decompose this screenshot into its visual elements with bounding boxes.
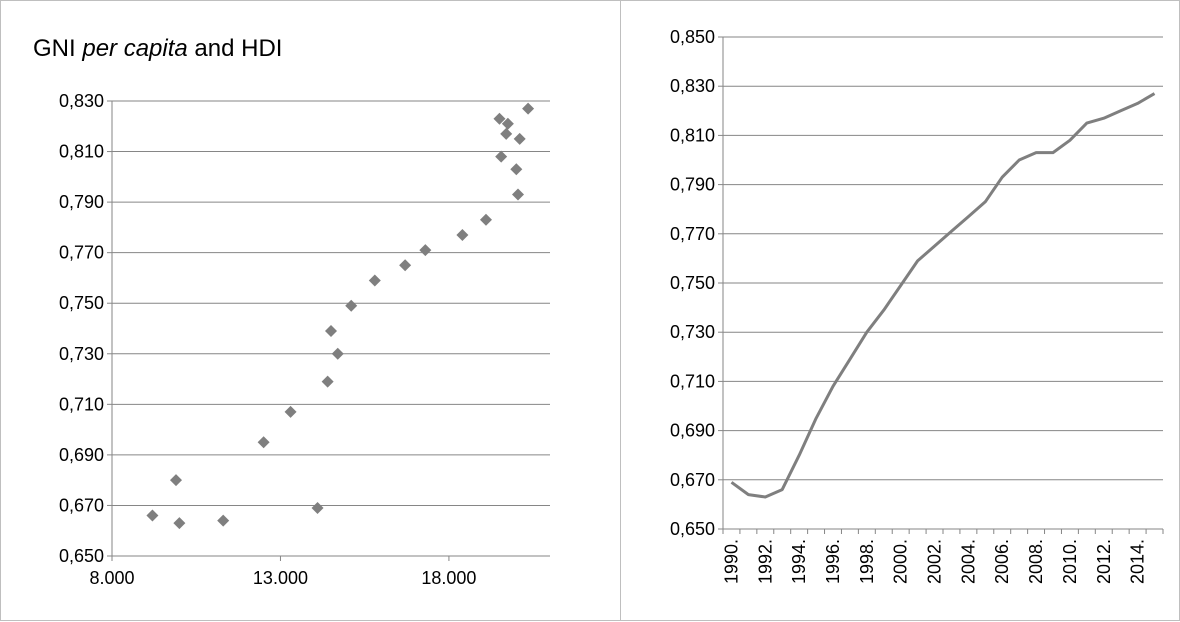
data-point xyxy=(500,127,513,140)
x-tick-label: 1998. xyxy=(857,539,877,584)
data-point xyxy=(510,163,523,176)
x-tick-label: 1994. xyxy=(789,539,809,584)
y-tick-label: 0,750 xyxy=(670,273,715,293)
data-point xyxy=(511,188,524,201)
x-tick-label: 2010. xyxy=(1060,539,1080,584)
x-tick-label: 1990. xyxy=(721,539,741,584)
line-plot-svg: 0,650 0,670 0,690 0,710 0,730 0,750 0,770 0,790… xyxy=(670,27,1164,584)
y-tick-label: 0,850 xyxy=(670,27,715,47)
x-tick-label: 2012. xyxy=(1094,539,1114,584)
x-tick-label: 13.000 xyxy=(253,568,308,588)
x-tick-label: 1996. xyxy=(823,539,843,584)
title-part: GNI xyxy=(33,35,83,62)
y-tick-label: 0,710 xyxy=(59,394,104,414)
x-tick-label: 2004. xyxy=(958,539,978,584)
x-tick-label: 2008. xyxy=(1026,539,1046,584)
data-point xyxy=(345,299,358,312)
data-point xyxy=(311,501,324,514)
hdi-line xyxy=(730,92,1156,499)
x-tick-label: 2014. xyxy=(1128,539,1148,584)
line-chart-panel: 0,650 0,670 0,690 0,710 0,730 0,750 0,770 0,790… xyxy=(620,0,1180,621)
x-tick-label: 18.000 xyxy=(421,568,476,588)
y-tick-label: 0,710 xyxy=(670,371,715,391)
x-tick-label: 2006. xyxy=(992,539,1012,584)
y-tick-label: 0,750 xyxy=(59,293,104,313)
y-tick-label: 0,730 xyxy=(670,322,715,342)
data-point xyxy=(173,517,186,530)
y-tick-label: 0,810 xyxy=(59,142,104,162)
data-point xyxy=(495,150,508,163)
y-tick-label: 0,730 xyxy=(59,344,104,364)
x-tick-label: 1992. xyxy=(755,539,775,584)
y-tick-label: 0,770 xyxy=(59,243,104,263)
y-tick-label: 0,830 xyxy=(670,76,715,96)
data-point xyxy=(513,132,526,145)
x-tick-label: 2002. xyxy=(925,539,945,584)
scatter-chart-panel: GNI per capita and HDI 0,650 0,670 0,690 0,… xyxy=(0,0,621,621)
data-point xyxy=(325,325,337,338)
y-tick-label: 0,650 xyxy=(670,519,715,539)
y-tick-label: 0,690 xyxy=(59,445,104,465)
data-point xyxy=(170,474,183,487)
data-point xyxy=(321,375,334,388)
data-point xyxy=(146,509,159,522)
y-tick-label: 0,770 xyxy=(670,224,715,244)
data-point xyxy=(419,244,432,257)
title-part: and HDI xyxy=(187,35,283,62)
y-tick-label: 0,690 xyxy=(670,421,715,441)
data-point xyxy=(501,117,514,130)
y-tick-label: 0,830 xyxy=(59,91,104,111)
x-tick-label: 2000. xyxy=(891,539,911,584)
data-point xyxy=(257,436,270,449)
title-part-italic: per capita xyxy=(82,35,188,62)
data-point xyxy=(368,274,381,287)
y-tick-label: 0,810 xyxy=(670,125,715,145)
data-point xyxy=(479,213,492,226)
y-tick-label: 0,650 xyxy=(59,546,104,566)
scatter-plot-svg: 0,650 0,670 0,690 0,710 0,730 0,750 0,770 0,790… xyxy=(59,91,550,588)
y-tick-label: 0,790 xyxy=(670,175,715,195)
y-tick-label: 0,670 xyxy=(59,495,104,515)
data-point xyxy=(493,112,506,125)
data-point xyxy=(456,228,469,241)
chart-title: GNI per capita and HDI xyxy=(33,35,282,63)
data-point xyxy=(522,102,535,115)
x-tick-label: 8.000 xyxy=(89,568,134,588)
y-tick-label: 0,790 xyxy=(59,192,104,212)
data-point xyxy=(331,347,344,360)
y-tick-label: 0,670 xyxy=(670,470,715,490)
data-point xyxy=(217,514,230,527)
data-point xyxy=(399,259,412,272)
data-point xyxy=(284,405,297,418)
